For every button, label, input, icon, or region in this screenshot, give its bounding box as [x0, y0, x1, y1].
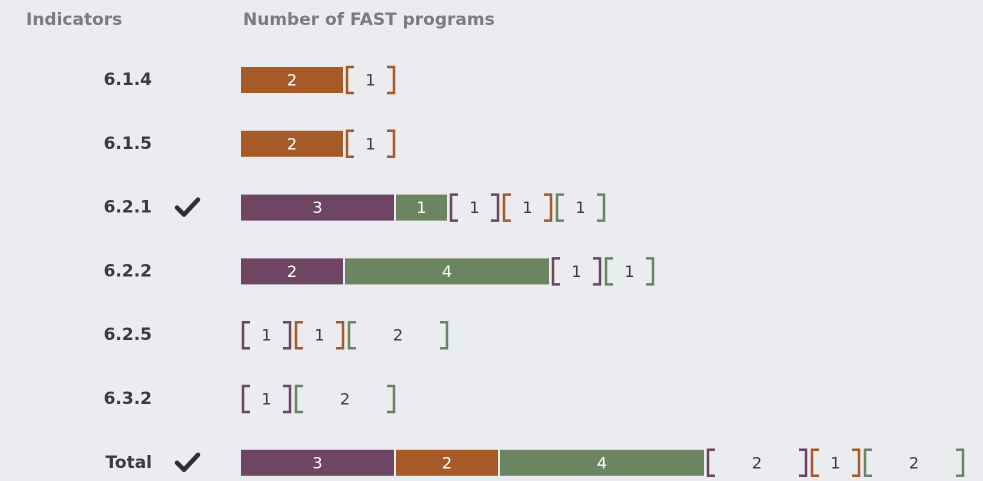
- bracket-segment: [810, 448, 861, 478]
- bar-label: 2: [287, 262, 297, 281]
- bracket-label: 1: [365, 71, 375, 90]
- check-icon: [174, 197, 201, 217]
- category-label: 6.2.5: [104, 325, 152, 345]
- bracket-segment: [241, 320, 292, 350]
- bracket-label: 1: [571, 262, 581, 281]
- bar-label: 3: [312, 198, 322, 217]
- bar-segment: [241, 449, 394, 476]
- category-label: 6.2.1: [104, 198, 152, 218]
- bracket-segment: [241, 384, 292, 414]
- bracket-segment: [449, 193, 500, 222]
- category-label: 6.2.2: [104, 261, 152, 281]
- bar-label: 4: [442, 262, 452, 281]
- bracket-label: 1: [830, 453, 840, 472]
- bar-segment: [396, 449, 498, 476]
- bar-segment: [241, 194, 394, 221]
- category-label: Total: [106, 453, 152, 473]
- bar-segment: [345, 258, 549, 285]
- bracket-segment: [294, 320, 345, 350]
- bar-segment: [500, 449, 704, 476]
- bracket-label: 2: [909, 453, 919, 472]
- bracket-label: 2: [393, 326, 403, 345]
- bracket-segment: [551, 257, 602, 286]
- bracket-label: 1: [522, 198, 532, 217]
- bar-label: 1: [416, 198, 426, 217]
- bracket-label: 1: [314, 326, 324, 345]
- chart-title: Number of FAST programs: [243, 10, 495, 30]
- category-label: 6.3.2: [104, 389, 152, 409]
- bracket-label: 1: [261, 326, 271, 345]
- bracket-label: 2: [340, 390, 350, 409]
- bar-label: 2: [442, 453, 452, 472]
- bracket-label: 1: [469, 198, 479, 217]
- bar-label: 2: [287, 134, 297, 153]
- bracket-segment: [706, 448, 808, 478]
- bar-segment: [241, 130, 343, 157]
- check-icon: [174, 452, 201, 473]
- bar-label: 4: [597, 453, 607, 472]
- category-label: 6.1.5: [104, 134, 152, 154]
- bracket-segment: [345, 65, 396, 95]
- bracket-segment: [347, 320, 449, 350]
- bar-segment: [396, 194, 447, 221]
- bracket-segment: [345, 129, 396, 159]
- bar-label: 3: [312, 453, 322, 472]
- bracket-segment: [555, 193, 606, 222]
- bracket-label: 1: [261, 390, 271, 409]
- category-label: 6.1.4: [104, 70, 153, 90]
- bar-segment: [241, 67, 343, 93]
- bar-segment: [241, 258, 343, 285]
- bracket-segment: [294, 384, 396, 414]
- bracket-segment: [502, 193, 553, 222]
- bracket-label: 1: [365, 134, 375, 153]
- bracket-label: 1: [624, 262, 634, 281]
- bracket-label: 2: [752, 453, 762, 472]
- column-header: Indicators: [26, 10, 122, 30]
- bracket-segment: [863, 448, 965, 478]
- bracket-label: 1: [575, 198, 585, 217]
- bar-label: 2: [287, 71, 297, 90]
- bracket-segment: [604, 257, 655, 286]
